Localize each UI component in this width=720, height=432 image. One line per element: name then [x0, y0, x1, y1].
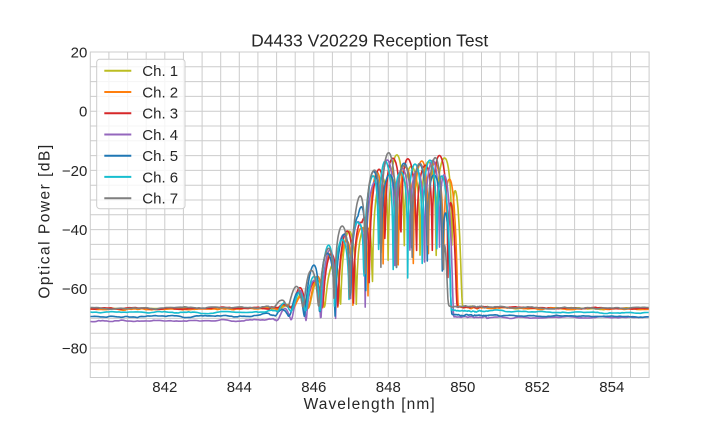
svg-text:842: 842	[152, 379, 177, 396]
svg-text:846: 846	[301, 379, 326, 396]
svg-text:Optical Power [dB]: Optical Power [dB]	[37, 143, 54, 298]
svg-text:Wavelength [nm]: Wavelength [nm]	[304, 396, 436, 413]
svg-text:Ch. 2: Ch. 2	[142, 84, 178, 101]
svg-text:848: 848	[376, 379, 401, 396]
svg-text:0: 0	[79, 104, 87, 121]
svg-text:Ch. 1: Ch. 1	[142, 63, 178, 80]
svg-text:850: 850	[450, 379, 475, 396]
svg-text:Ch. 4: Ch. 4	[142, 127, 178, 144]
svg-text:−60: −60	[62, 281, 87, 298]
svg-text:844: 844	[227, 379, 252, 396]
svg-text:D4433 V20229 Reception Test: D4433 V20229 Reception Test	[251, 31, 488, 51]
svg-text:Ch. 6: Ch. 6	[142, 169, 178, 186]
svg-text:−80: −80	[62, 340, 87, 357]
svg-text:Ch. 7: Ch. 7	[142, 191, 178, 208]
svg-text:Ch. 5: Ch. 5	[142, 148, 178, 165]
svg-text:Ch. 3: Ch. 3	[142, 106, 178, 123]
svg-text:−40: −40	[62, 222, 87, 239]
svg-text:−20: −20	[62, 163, 87, 180]
svg-text:854: 854	[599, 379, 624, 396]
svg-text:852: 852	[525, 379, 550, 396]
svg-text:20: 20	[71, 44, 88, 61]
